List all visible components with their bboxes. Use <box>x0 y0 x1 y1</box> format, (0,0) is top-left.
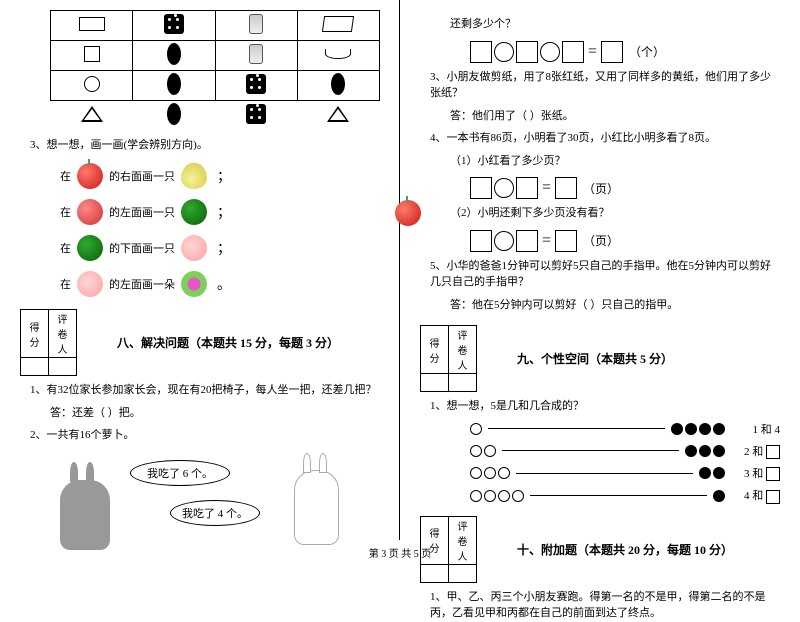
text: 在 <box>60 240 71 256</box>
peach-icon <box>77 271 103 297</box>
q5: 5、小华的爸爸1分钟可以剪好5只自己的手指甲。他在5分钟内可以剪好几只自己的手指… <box>430 258 780 291</box>
score-label: 得分 <box>21 310 49 358</box>
shape-table <box>50 10 380 131</box>
text: 在 <box>60 204 71 220</box>
q3-row-1: 在 的右面画一只 ； <box>60 163 379 189</box>
grader-label: 评卷人 <box>449 516 477 564</box>
white-rabbit-icon <box>294 470 339 545</box>
q2-equation: = （个） <box>470 41 780 63</box>
dice-icon <box>246 74 266 94</box>
can-icon <box>249 44 263 64</box>
bowl-icon <box>325 49 351 59</box>
speech-bubble-2: 我吃了 4 个。 <box>170 500 260 526</box>
q9-1: 1、想一想，5是几和几合成的？ <box>430 398 780 415</box>
bead-row: 3 和 <box>470 465 780 481</box>
unit-text: （页） <box>583 180 619 197</box>
oval-icon <box>331 73 345 95</box>
dice-icon <box>246 104 266 124</box>
speech-bubble-1: 我吃了 6 个。 <box>130 460 230 486</box>
section-8-title: 八、解决问题（本题共 15 分，每题 3 分） <box>117 334 339 351</box>
q3-row-4: 在 的左面画一朵 。 <box>60 271 379 297</box>
bead-row: 2 和 <box>470 443 780 459</box>
oval-icon <box>167 73 181 95</box>
circle-icon <box>84 76 100 92</box>
grey-rabbit-icon <box>60 480 110 550</box>
q3-title: 3、想一想，画一画(学会辨别方向)。 <box>30 137 379 154</box>
score-box-10: 得分评卷人 十、附加题（本题共 20 分，每题 10 分） <box>420 516 780 583</box>
rectangle-icon <box>79 17 105 31</box>
q10-1: 1、甲、乙、丙三个小朋友赛跑。得第一名的不是甲，得第二名的不是丙，乙看见甲和丙都… <box>430 589 780 622</box>
q3-right: 3、小朋友做剪纸，用了8张红纸，又用了同样多的黄纸，他们用了多少张纸？ <box>430 69 780 102</box>
q4: 4、一本书有86页，小明看了30页，小红比小明多看了8页。 <box>430 130 780 147</box>
lychee-icon <box>77 199 103 225</box>
triangle-icon <box>327 106 349 122</box>
score-label: 得分 <box>421 326 449 374</box>
bead-row: 4 和 <box>470 487 780 503</box>
text: 的右面画一只 <box>109 168 175 184</box>
flower-icon <box>181 271 207 297</box>
q3-row-3: 在 的下面画一只 ； <box>60 235 379 261</box>
square-icon <box>84 46 100 62</box>
q8-1-ans: 答：还差（ ）把。 <box>50 405 379 422</box>
oval-icon <box>167 43 181 65</box>
q4-2: （2）小明还剩下多少页没有看？ <box>450 205 780 222</box>
cuboid-icon <box>322 16 354 32</box>
q3-ans: 答：他们用了（ ）张纸。 <box>450 108 780 125</box>
pear-icon <box>181 163 207 189</box>
radish-float-icon <box>395 200 421 226</box>
dice-icon <box>164 14 184 34</box>
q4-1: （1）小红看了多少页？ <box>450 153 780 170</box>
text: 在 <box>60 168 71 184</box>
bead-label: 4 和 <box>725 487 780 503</box>
text: ； <box>217 166 231 186</box>
bead-label: 3 和 <box>725 465 780 481</box>
rabbits-scene: 我吃了 6 个。 我吃了 4 个。 <box>20 450 379 560</box>
bead-label: 1 和 4 <box>725 421 780 437</box>
score-box-8: 得分评卷人 八、解决问题（本题共 15 分，每题 3 分） <box>20 309 379 376</box>
score-label: 得分 <box>421 516 449 564</box>
text: ； <box>217 238 231 258</box>
apple-icon <box>77 163 103 189</box>
text: 的左面画一只 <box>109 204 175 220</box>
peach-icon <box>181 235 207 261</box>
q3-row-2: 在 的左面画一只 ； <box>60 199 379 225</box>
section-10-title: 十、附加题（本题共 20 分，每题 10 分） <box>517 541 733 558</box>
watermelon-icon <box>181 199 207 225</box>
can-icon <box>249 14 263 34</box>
grader-label: 评卷人 <box>49 310 77 358</box>
text: 在 <box>60 276 71 292</box>
triangle-icon <box>81 106 103 122</box>
q8-2: 2、一共有16个萝卜。 <box>30 427 379 444</box>
score-box-9: 得分评卷人 九、个性空间（本题共 5 分） <box>420 325 780 392</box>
grader-label: 评卷人 <box>449 326 477 374</box>
q4-2-eq: = （页） <box>470 230 780 252</box>
text: 的左面画一朵 <box>109 276 175 292</box>
q5-ans: 答：他在5分钟内可以剪好（ ）只自己的指甲。 <box>450 297 780 314</box>
unit-text: （个） <box>629 43 665 60</box>
q2-tail: 还剩多少个？ <box>450 16 780 33</box>
oval-icon <box>167 103 181 125</box>
bead-row: 1 和 4 <box>470 421 780 437</box>
unit-text: （页） <box>583 232 619 249</box>
text: ； <box>217 202 231 222</box>
watermelon-icon <box>77 235 103 261</box>
text: 。 <box>217 274 231 294</box>
q4-1-eq: = （页） <box>470 177 780 199</box>
bead-label: 2 和 <box>725 443 780 459</box>
section-9-title: 九、个性空间（本题共 5 分） <box>517 350 673 367</box>
text: 的下面画一只 <box>109 240 175 256</box>
q8-1: 1、有32位家长参加家长会，现在有20把椅子，每人坐一把，还差几把？ <box>30 382 379 399</box>
